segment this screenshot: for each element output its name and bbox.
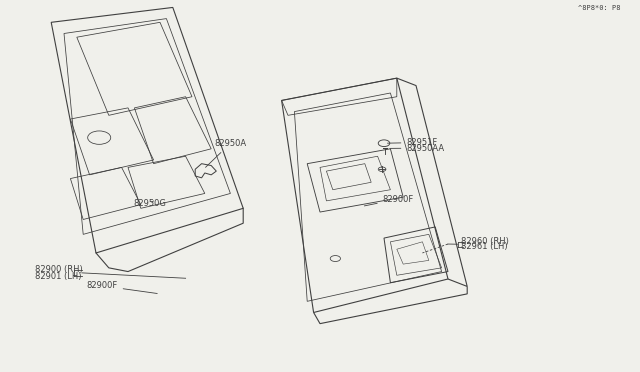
Text: 82961 (LH): 82961 (LH) (461, 242, 508, 251)
Text: 82900 (RH): 82900 (RH) (35, 265, 83, 274)
Text: 82960 (RH): 82960 (RH) (461, 237, 509, 246)
Text: 82951F: 82951F (387, 138, 438, 147)
Text: 82950A: 82950A (205, 139, 246, 167)
Text: 82901 (LH): 82901 (LH) (35, 272, 82, 280)
Text: ^8P8*0: P8: ^8P8*0: P8 (579, 5, 621, 11)
Text: 82950AA: 82950AA (390, 144, 445, 153)
Text: 82950G: 82950G (133, 199, 166, 208)
Text: 82900F: 82900F (86, 281, 157, 294)
Text: 82900F: 82900F (364, 195, 414, 206)
